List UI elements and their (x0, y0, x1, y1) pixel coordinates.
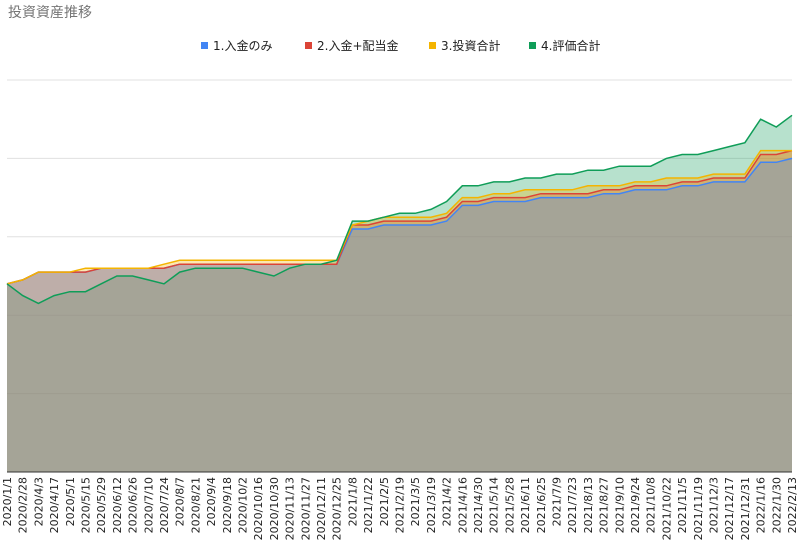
x-tick-label: 2021/7/23 (566, 477, 579, 533)
x-tick-label: 2020/5/29 (95, 477, 108, 533)
x-tick-label: 2021/4/16 (456, 477, 469, 533)
x-tick-label: 2020/5/1 (64, 477, 77, 526)
x-tick-label: 2020/11/27 (299, 477, 312, 540)
x-tick-label: 2020/4/17 (48, 477, 61, 533)
legend-swatch (429, 42, 436, 49)
x-tick-label: 2021/10/22 (660, 477, 673, 540)
x-tick-label: 2021/5/28 (503, 477, 516, 533)
x-tick-label: 2020/12/25 (331, 477, 344, 540)
x-tick-label: 2020/11/13 (284, 477, 297, 540)
x-tick-label: 2021/3/5 (409, 477, 422, 526)
x-tick-label: 2022/1/30 (770, 477, 783, 533)
series-lines (6, 114, 793, 305)
x-tick-label: 2021/11/5 (676, 477, 689, 533)
chart-title: 投資資産推移 (8, 5, 92, 21)
series-areas (7, 115, 792, 473)
x-tick-label: 2020/12/11 (315, 477, 328, 540)
x-tick-label: 2020/1/1 (1, 477, 14, 526)
x-tick-label: 2020/8/21 (189, 477, 202, 533)
series-line (6, 114, 793, 305)
x-tick-label: 2020/8/7 (174, 477, 187, 526)
x-tick-label: 2020/10/16 (252, 477, 265, 540)
x-tick-label: 2021/8/13 (582, 477, 595, 533)
x-tick-label: 2020/6/26 (127, 477, 140, 533)
x-tick-label: 2021/6/25 (535, 477, 548, 533)
x-tick-label: 2021/2/19 (394, 477, 407, 533)
x-tick-label: 2020/10/30 (268, 477, 281, 540)
x-tick-label: 2021/12/17 (723, 477, 736, 540)
x-tick-label: 2021/1/22 (362, 477, 375, 533)
legend-swatch (201, 42, 208, 49)
legend-label: 3.投資合計 (441, 38, 500, 53)
x-tick-label: 2021/4/30 (472, 477, 485, 533)
x-tick-label: 2021/3/19 (425, 477, 438, 533)
x-tick-label: 2020/9/18 (221, 477, 234, 533)
x-tick-label: 2020/5/15 (80, 477, 93, 533)
x-tick-label: 2022/1/16 (755, 477, 768, 533)
x-tick-label: 2022/2/13 (786, 477, 799, 533)
legend-swatch (305, 42, 312, 49)
x-tick-label: 2021/4/2 (441, 477, 454, 526)
x-tick-label: 2021/12/31 (739, 477, 752, 540)
x-tick-label: 2021/9/24 (629, 477, 642, 533)
series-area (7, 150, 792, 472)
legend: 1.入金のみ 2.入金+配当金 3.投資合計 4.評価合計 (201, 38, 600, 53)
x-tick-label: 2021/7/9 (551, 477, 564, 526)
x-tick-label: 2021/1/8 (346, 477, 359, 526)
legend-swatch (529, 42, 536, 49)
x-tick-label: 2021/2/5 (378, 477, 391, 526)
x-tick-label: 2020/9/4 (205, 477, 218, 526)
x-tick-label: 2021/6/11 (519, 477, 532, 533)
series-area (7, 150, 792, 472)
legend-label: 1.入金のみ (213, 38, 272, 53)
x-tick-label: 2020/10/2 (237, 477, 250, 533)
x-axis: 2020/1/1 2020/2/28 2020/4/3 2020/4/17 2020/5… (1, 471, 799, 540)
x-tick-label: 2021/9/10 (613, 477, 626, 533)
series-area (7, 158, 792, 472)
x-tick-label: 2021/5/14 (488, 477, 501, 533)
x-tick-label: 2020/7/24 (158, 477, 171, 533)
legend-label: 2.入金+配当金 (317, 38, 399, 53)
x-tick-label: 2021/10/8 (645, 477, 658, 533)
x-tick-label: 2021/8/27 (598, 477, 611, 533)
x-tick-label: 2020/6/12 (111, 477, 124, 533)
x-tick-label: 2021/12/3 (708, 477, 721, 533)
x-tick-label: 2020/7/10 (142, 477, 155, 533)
series-line (6, 149, 792, 285)
legend-label: 4.評価合計 (541, 38, 600, 53)
x-tick-label: 2020/2/28 (17, 477, 30, 533)
x-tick-label: 2021/11/19 (692, 477, 705, 540)
x-tick-label: 2020/4/3 (32, 477, 45, 526)
series-area (7, 115, 792, 473)
